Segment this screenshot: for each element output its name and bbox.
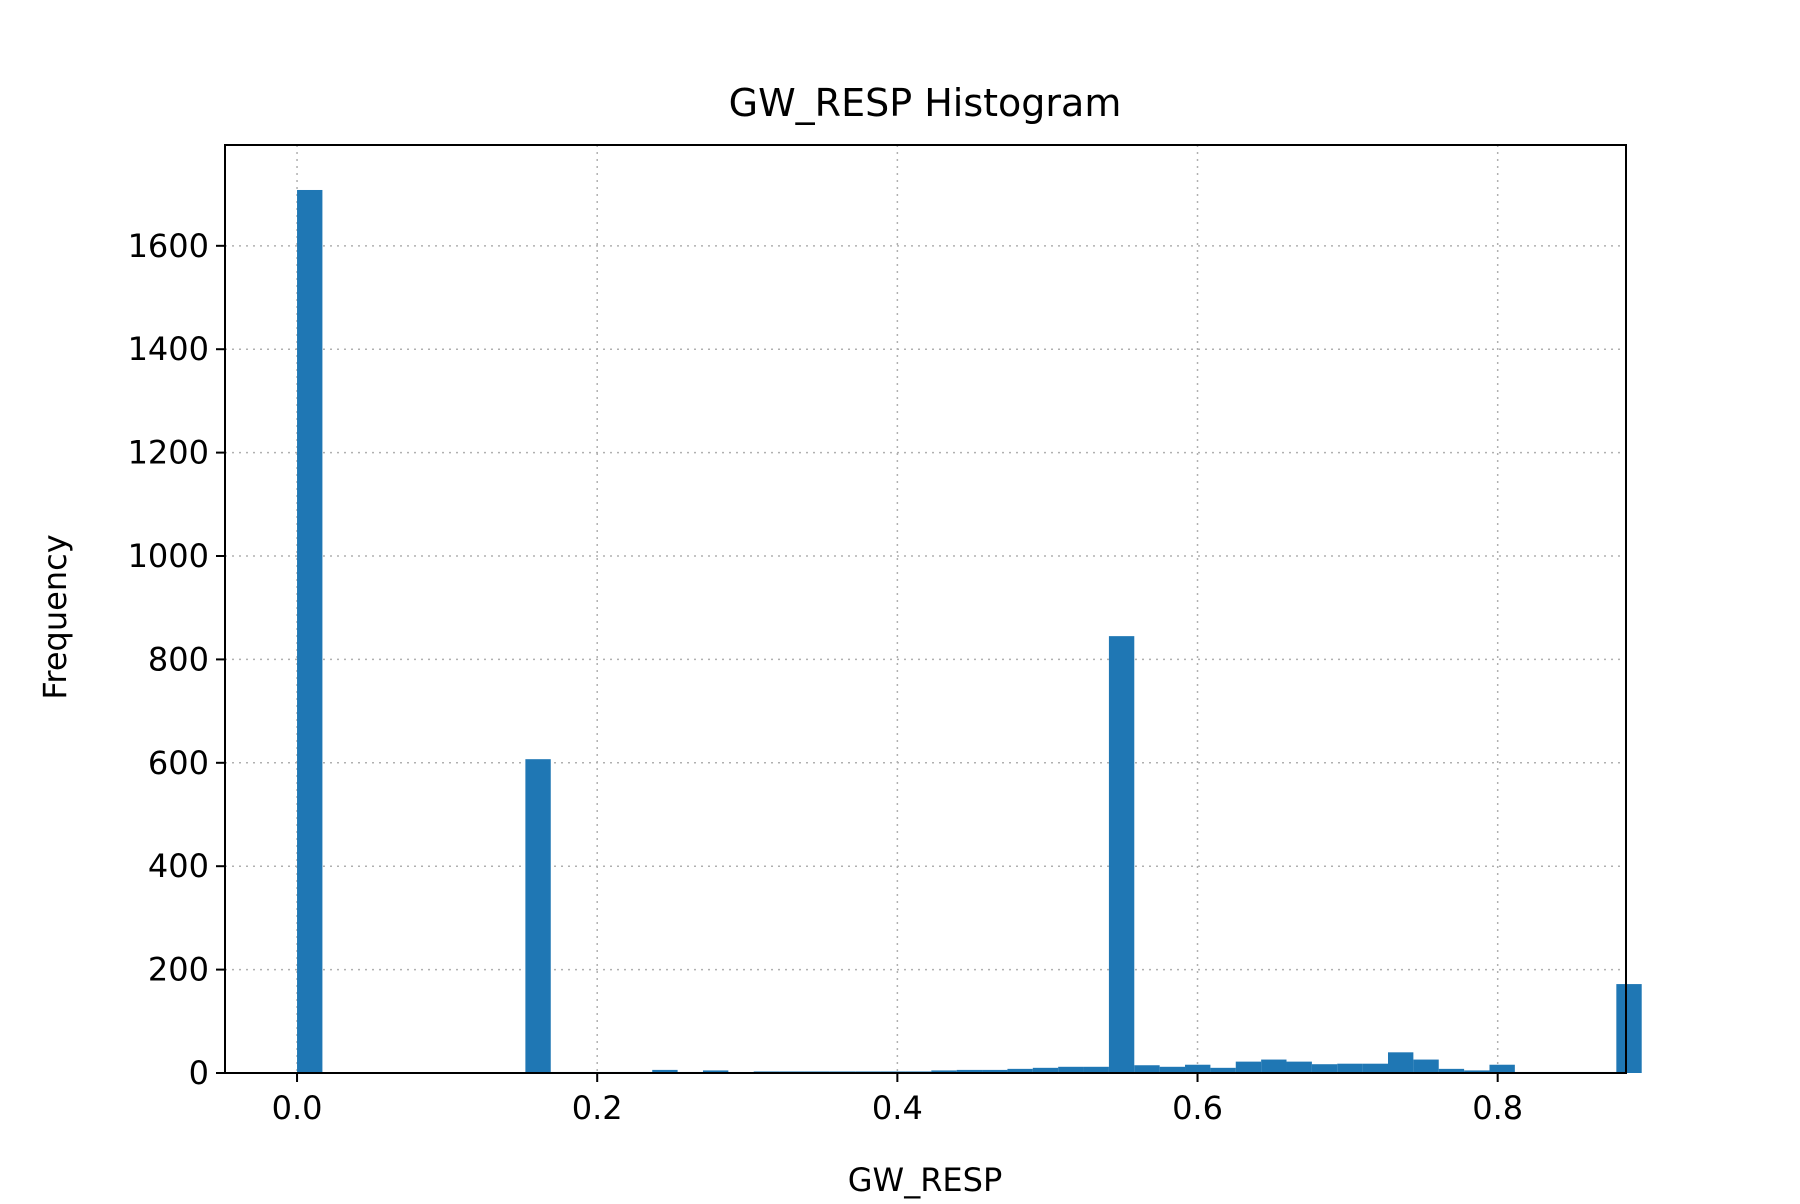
histogram-bar (1185, 1064, 1211, 1073)
histogram-bar (297, 189, 323, 1073)
x-axis-label: GW_RESP (848, 1161, 1003, 1199)
histogram-bar (525, 759, 551, 1073)
y-tick-label: 0 (189, 1054, 209, 1092)
histogram-bar (1616, 984, 1642, 1073)
y-tick-label: 400 (148, 847, 209, 885)
histogram-bar (702, 1070, 729, 1073)
x-tick-label: 0.8 (1472, 1089, 1523, 1127)
histogram-bar (1261, 1059, 1287, 1073)
y-tick-label: 600 (148, 744, 209, 782)
y-tick-label: 200 (148, 951, 209, 989)
histogram-bar (956, 1069, 983, 1073)
y-tick-label: 1600 (128, 227, 209, 265)
y-axis-label: Frequency (36, 534, 74, 699)
histogram-bar (1362, 1063, 1388, 1073)
plot-frame (224, 144, 1627, 1074)
y-tick-label: 1400 (128, 330, 209, 368)
histogram-bar (1235, 1061, 1262, 1073)
histogram-bar (1007, 1068, 1033, 1073)
histogram-bar (1058, 1066, 1084, 1073)
histogram-bar (1337, 1063, 1363, 1073)
histogram-bar (982, 1069, 1008, 1073)
histogram-bar (1387, 1052, 1414, 1073)
y-tick-label: 800 (148, 640, 209, 678)
y-tick-label: 1200 (128, 434, 209, 472)
y-tick-label: 1000 (128, 537, 209, 575)
x-axis-ticks: 0.0 0.2 0.4 0.6 0.8 (272, 1073, 1523, 1127)
histogram-bar (1159, 1066, 1186, 1073)
histogram-bar (1108, 636, 1135, 1073)
grid-lines (225, 145, 1626, 1074)
chart-title: GW_RESP Histogram (729, 81, 1122, 125)
y-axis-ticks: 0 200 400 600 800 1000 1200 1400 1600 (128, 227, 225, 1092)
histogram-bar (1210, 1067, 1236, 1073)
x-tick-label: 0.0 (272, 1089, 323, 1127)
histogram-bar (1489, 1064, 1515, 1073)
histogram-bar (1032, 1067, 1059, 1073)
histogram-bar (931, 1070, 957, 1073)
histogram-bar (1134, 1065, 1160, 1073)
x-tick-label: 0.6 (1172, 1089, 1223, 1127)
x-tick-label: 0.4 (872, 1089, 923, 1127)
histogram-bar (1083, 1066, 1109, 1073)
histogram-bar (652, 1069, 678, 1073)
histogram-bar (1464, 1070, 1490, 1073)
x-tick-label: 0.2 (572, 1089, 623, 1127)
histogram-bar (1311, 1064, 1338, 1073)
histogram-bar (1413, 1059, 1439, 1073)
histogram-bar (1286, 1061, 1312, 1073)
histogram-bar (1438, 1068, 1465, 1073)
